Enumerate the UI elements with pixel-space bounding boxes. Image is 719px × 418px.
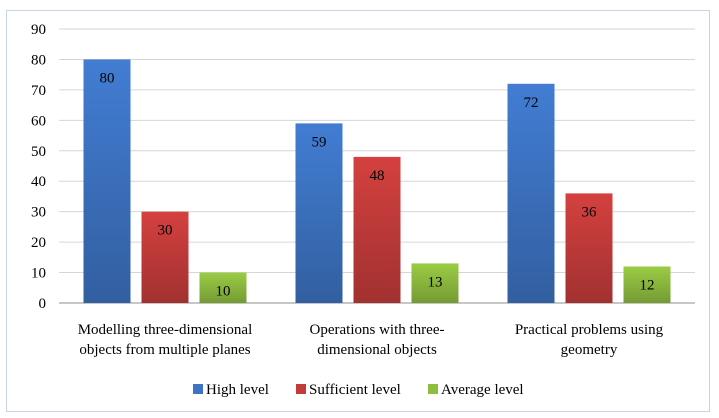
legend-label-average-level: Average level — [441, 382, 524, 398]
bar-high-level-2 — [295, 123, 343, 303]
bar-average-level-1 — [199, 272, 247, 303]
bar-sufficient-level-1 — [141, 211, 189, 303]
data-label-average-level-1: 10 — [216, 284, 231, 300]
bars — [83, 59, 671, 303]
y-tick-label-40: 40 — [31, 174, 46, 190]
bar-high-level-1 — [83, 59, 131, 303]
y-tick-label-20: 20 — [31, 235, 46, 251]
legend-swatch-average-level — [428, 384, 438, 394]
bar-high-level-3 — [507, 83, 555, 303]
legend: High level Sufficient level Average level — [193, 382, 524, 398]
y-tick-label-70: 70 — [31, 83, 46, 99]
bar-sufficient-level-3 — [565, 193, 613, 303]
y-tick-label-0: 0 — [39, 296, 47, 312]
y-tick-label-30: 30 — [31, 205, 46, 221]
y-tick-label-10: 10 — [31, 266, 46, 282]
y-tick-label-60: 60 — [31, 113, 46, 129]
data-labels: 80 30 10 59 48 13 72 36 12 — [100, 70, 655, 299]
category-labels: Modelling three-dimensional objects from … — [78, 322, 664, 358]
data-label-sufficient-level-1: 30 — [158, 223, 173, 239]
y-axis: 0 10 20 30 40 50 60 70 80 90 — [31, 22, 46, 312]
data-label-sufficient-level-3: 36 — [582, 204, 598, 220]
legend-label-sufficient-level: Sufficient level — [309, 382, 401, 398]
category-label-2: Operations with three-dimensional object… — [310, 322, 445, 358]
category-label-3: Practical problems using geometry — [515, 322, 664, 358]
legend-swatch-sufficient-level — [296, 384, 306, 394]
data-label-average-level-3: 12 — [640, 277, 655, 293]
data-label-sufficient-level-2: 48 — [370, 168, 385, 184]
data-label-average-level-2: 13 — [428, 274, 443, 290]
data-label-high-level-3: 72 — [524, 95, 539, 111]
data-label-high-level-1: 80 — [100, 70, 115, 86]
data-label-high-level-2: 59 — [312, 134, 327, 150]
bar-sufficient-level-2 — [353, 156, 401, 303]
category-label-1: Modelling three-dimensional objects from … — [78, 322, 253, 358]
legend-swatch-high-level — [193, 384, 203, 394]
y-tick-label-80: 80 — [31, 52, 46, 68]
bar-average-level-2 — [411, 263, 459, 303]
legend-label-high-level: High level — [206, 382, 269, 398]
bar-average-level-3 — [623, 266, 671, 303]
y-tick-label-90: 90 — [31, 22, 46, 38]
y-tick-label-50: 50 — [31, 144, 46, 160]
